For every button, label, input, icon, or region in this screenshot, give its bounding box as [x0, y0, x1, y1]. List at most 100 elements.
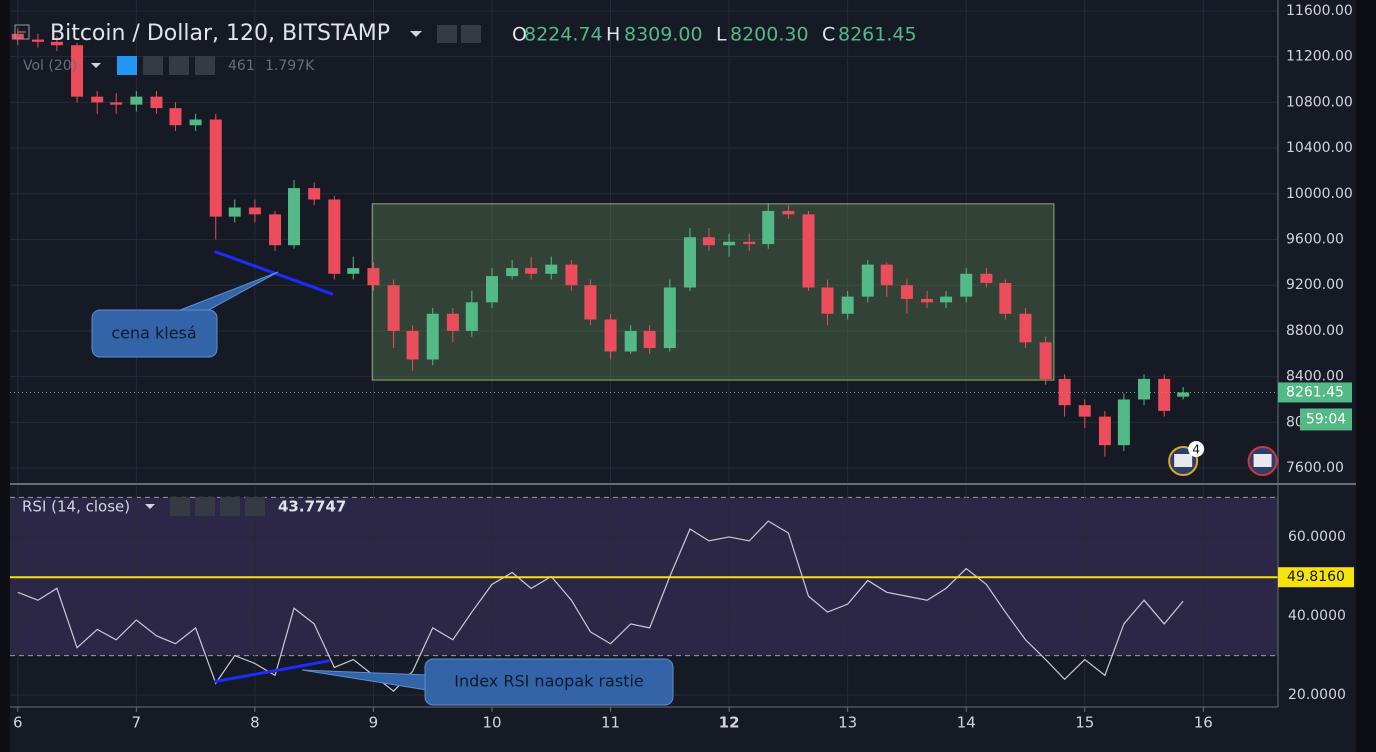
x-tick-label: 8 — [250, 714, 260, 732]
candle-body — [861, 264, 874, 297]
candle-body — [624, 330, 637, 352]
candle-body — [426, 313, 439, 360]
candle-body — [150, 96, 163, 109]
candle-body — [565, 264, 578, 286]
ohlc-key: C — [822, 24, 835, 46]
candle-body — [643, 330, 656, 349]
y-tick-label: 20.0000 — [1288, 687, 1346, 703]
ohlc-value: 8200.30 — [730, 24, 809, 46]
candle-body — [248, 207, 261, 215]
event-flag — [1253, 454, 1272, 467]
x-tick-label: 7 — [132, 714, 142, 732]
candle-body — [921, 298, 934, 303]
x-tick-label: 6 — [13, 714, 23, 732]
countdown-box — [1300, 408, 1352, 431]
ohlc-value: 8309.00 — [624, 24, 703, 46]
x-tick-label: 11 — [601, 714, 620, 732]
candle-body — [11, 33, 24, 40]
candle-body — [50, 41, 63, 46]
candle-body — [702, 237, 715, 246]
toolbar-button[interactable] — [195, 497, 215, 516]
y-tick-label: 40.0000 — [1288, 608, 1346, 624]
toolbar-button[interactable] — [245, 497, 265, 516]
candle-body — [960, 273, 973, 297]
price-axis — [1278, 0, 1356, 707]
callout — [424, 658, 674, 706]
toolbar-button[interactable] — [220, 497, 240, 516]
candle-body — [169, 108, 182, 126]
toolbar-button[interactable] — [195, 56, 215, 75]
volume-title: Vol (20) — [23, 58, 77, 74]
candle-body — [91, 96, 104, 103]
candle-body — [71, 45, 84, 97]
last-price-box — [1278, 382, 1352, 403]
candle-body — [900, 285, 913, 299]
x-tick-label: 13 — [838, 714, 857, 732]
volume-value: 461 — [228, 58, 255, 74]
callout — [91, 309, 218, 358]
toolbar-button[interactable] — [143, 56, 163, 75]
ohlc-value: 8224.74 — [524, 24, 603, 46]
toolbar-button[interactable] — [117, 56, 137, 75]
candle-body — [1058, 378, 1071, 406]
right-edge — [1356, 0, 1376, 752]
ohlc-key: O — [512, 24, 527, 46]
ohlc-value: 8261.45 — [838, 24, 917, 46]
toolbar-button[interactable] — [169, 56, 189, 75]
toolbar-button[interactable] — [170, 497, 190, 516]
candle-body — [1117, 399, 1130, 446]
x-tick-label: 10 — [482, 714, 501, 732]
collapse-icon[interactable] — [14, 24, 30, 40]
range-box — [371, 203, 1055, 381]
left-edge — [0, 0, 10, 752]
event-count-label: 4 — [1192, 443, 1200, 457]
countdown: 59:04 — [1306, 411, 1346, 427]
y-tick-label: 8400.00 — [1286, 369, 1344, 385]
candle-body — [1158, 378, 1171, 411]
candle-body — [130, 96, 143, 105]
candle-body — [821, 287, 834, 314]
volume-value: 1.797K — [265, 58, 315, 74]
last-price-label: 8261.45 — [1286, 384, 1344, 400]
candle-body — [328, 199, 341, 274]
y-tick-label: 10400.00 — [1286, 140, 1353, 156]
candle-body — [1039, 342, 1052, 379]
event-count — [1188, 441, 1205, 457]
toolbar-button[interactable] — [461, 25, 481, 43]
chart-title: Bitcoin / Dollar, 120, BITSTAMP — [50, 21, 390, 46]
toolbar-button[interactable] — [437, 25, 457, 43]
candle-body — [584, 285, 597, 320]
candle-body — [387, 285, 400, 331]
candle-body — [1078, 405, 1091, 417]
event-flag — [1174, 454, 1193, 467]
dropdown-icon[interactable] — [410, 31, 422, 37]
candle-body — [228, 207, 241, 217]
y-tick-label: 11600.00 — [1286, 3, 1353, 19]
ohlc-key: H — [606, 24, 620, 46]
x-tick-label: 9 — [369, 714, 379, 732]
candle-body — [406, 330, 419, 360]
candle-body — [999, 282, 1012, 314]
rsi-value: 43.7747 — [278, 498, 346, 516]
candle-body — [485, 276, 498, 303]
y-tick-label: 10800.00 — [1286, 94, 1353, 110]
y-tick-label: 10000.00 — [1286, 186, 1353, 202]
candle-body — [743, 241, 756, 245]
candle-body — [683, 237, 696, 288]
candle-body — [525, 268, 538, 274]
trendline — [214, 659, 330, 684]
dropdown-icon[interactable] — [145, 504, 155, 509]
candle-body — [288, 188, 301, 246]
rsi-title: RSI (14, close) — [22, 498, 130, 516]
rsi-line — [17, 520, 1184, 692]
candle-body — [1177, 392, 1190, 397]
y-tick-label: 8800.00 — [1286, 323, 1344, 339]
dropdown-icon[interactable] — [91, 63, 101, 68]
callout-text: Index RSI naopak rastie — [454, 672, 644, 691]
candle-body — [940, 296, 953, 303]
candle-body — [189, 119, 202, 126]
candle-body — [31, 39, 44, 42]
candle-body — [1019, 313, 1032, 343]
